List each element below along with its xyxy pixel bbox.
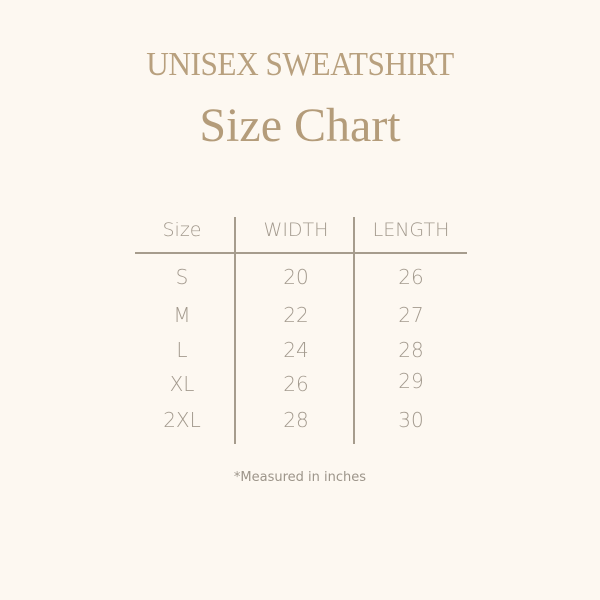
length-cell: 26 [398, 265, 424, 289]
column-divider [234, 217, 236, 444]
footnote: *Measured in inches [233, 470, 367, 485]
width-cell: 22 [283, 303, 309, 327]
size-cell: M [173, 303, 191, 327]
length-cell: 27 [398, 303, 424, 327]
width-cell: 28 [283, 408, 309, 432]
column-divider [353, 217, 355, 444]
header-width: WIDTH [263, 219, 329, 241]
length-cell: 30 [398, 408, 424, 432]
width-cell: 24 [283, 338, 309, 362]
header-divider [135, 252, 467, 254]
size-cell: XL [169, 372, 195, 396]
size-cell: S [175, 265, 189, 289]
size-cell: L [176, 338, 188, 362]
size-cell: 2XL [163, 408, 201, 432]
width-cell: 26 [283, 372, 309, 396]
width-cell: 20 [283, 265, 309, 289]
page-title: Size Chart [199, 99, 401, 152]
length-cell: 29 [398, 369, 424, 393]
header-length: LENGTH [372, 219, 450, 241]
header-size: Size [162, 219, 202, 241]
product-title: UNISEX SWEATSHIRT [146, 46, 454, 83]
length-cell: 28 [398, 338, 424, 362]
